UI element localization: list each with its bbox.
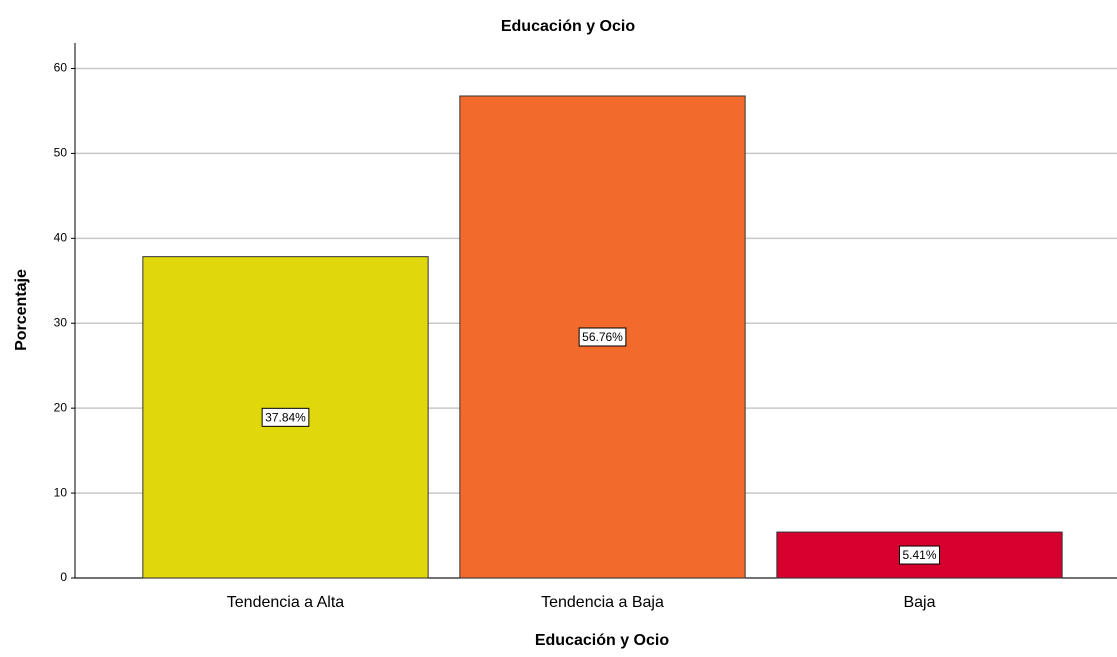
- value-label: 37.84%: [265, 411, 306, 425]
- value-label-box: [578, 327, 627, 347]
- y-axis-title: Porcentaje: [13, 269, 30, 351]
- value-label-box: [898, 545, 941, 565]
- chart-title: Educación y Ocio: [501, 18, 635, 35]
- value-label-box: [261, 407, 310, 427]
- value-label: 5.41%: [902, 548, 936, 562]
- x-axis-title: Educación y Ocio: [535, 632, 669, 649]
- y-tick-label: 60: [54, 61, 68, 75]
- y-tick-label: 30: [54, 315, 68, 329]
- x-tick-label: Baja: [903, 594, 935, 611]
- y-tick-label: 50: [54, 146, 68, 160]
- x-tick-label: Tendencia a Alta: [227, 594, 345, 611]
- y-tick-label: 10: [54, 485, 68, 499]
- y-tick-label: 20: [54, 400, 68, 414]
- y-tick-label: 0: [60, 570, 67, 584]
- y-tick-label: 40: [54, 230, 68, 244]
- x-tick-label: Tendencia a Baja: [541, 594, 664, 611]
- value-label: 56.76%: [582, 330, 623, 344]
